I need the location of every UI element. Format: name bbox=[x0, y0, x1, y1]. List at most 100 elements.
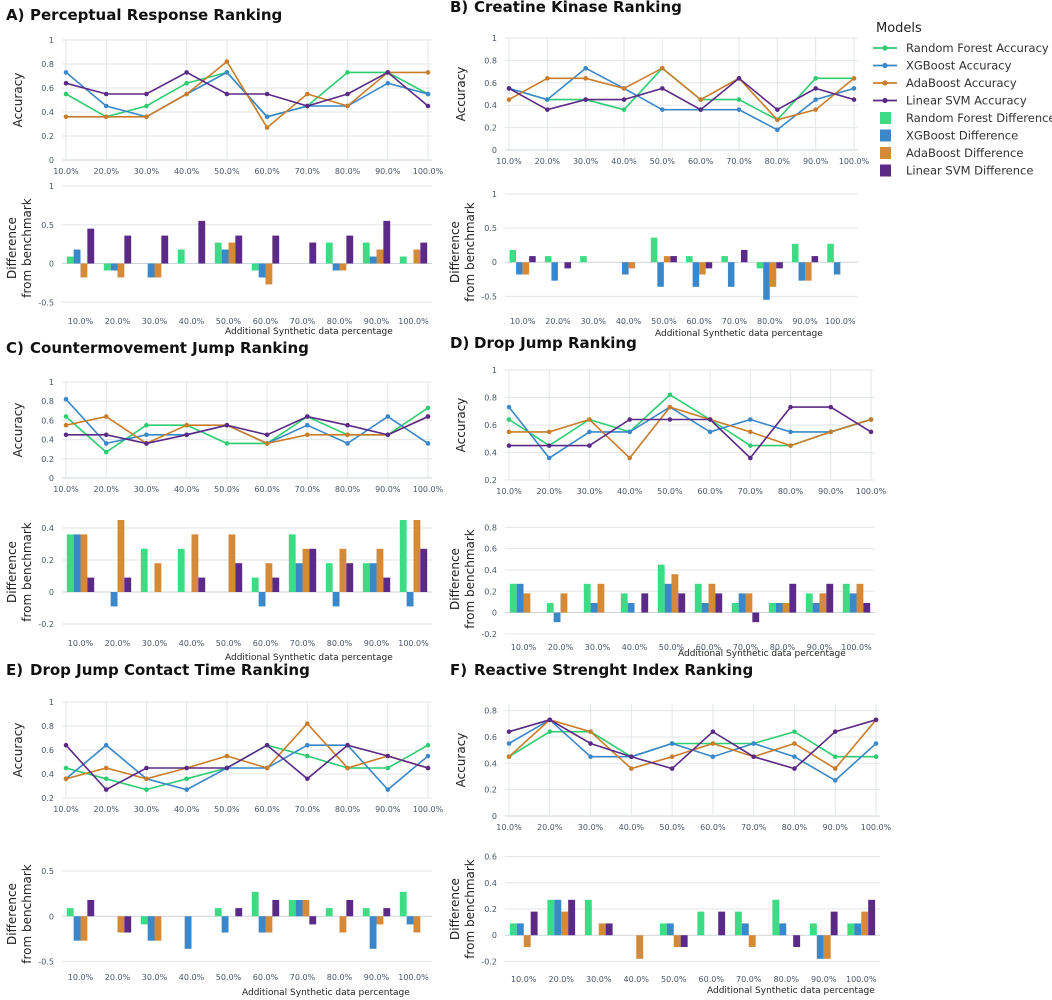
data-point bbox=[547, 729, 553, 734]
bar bbox=[80, 916, 88, 941]
bar bbox=[309, 916, 317, 925]
bar bbox=[110, 592, 118, 607]
x-tick-label: 70.0% bbox=[295, 167, 321, 176]
data-point bbox=[224, 422, 230, 428]
x-tick-label: 40.0% bbox=[622, 643, 648, 652]
data-point bbox=[345, 103, 350, 109]
data-point bbox=[425, 91, 431, 97]
y-tick-label: 0.6 bbox=[484, 733, 497, 742]
y-tick-label: 0.2 bbox=[484, 476, 497, 485]
data-point bbox=[63, 422, 69, 428]
y-tick-label: 0 bbox=[492, 609, 497, 618]
data-point bbox=[264, 742, 270, 748]
x-tick-label: 40.0% bbox=[617, 487, 643, 496]
bar bbox=[184, 916, 192, 949]
data-point bbox=[545, 76, 550, 81]
x-tick-label: 80.0% bbox=[765, 157, 791, 166]
legend-marker bbox=[882, 80, 888, 86]
x-tick-label: 100.0% bbox=[839, 157, 870, 166]
data-point bbox=[144, 787, 149, 792]
bar bbox=[251, 263, 259, 271]
x-tick-label: 90.0% bbox=[807, 643, 833, 652]
x-tick-label: 80.0% bbox=[770, 643, 796, 652]
bar bbox=[413, 520, 421, 592]
x-tick-label: 50.0% bbox=[651, 317, 677, 326]
x-tick-label: 70.0% bbox=[290, 317, 316, 326]
x-tick-label: 100.0% bbox=[398, 317, 429, 326]
bar bbox=[295, 899, 303, 917]
x-tick-label: 50.0% bbox=[659, 823, 685, 832]
legend-item: AdaBoost Accuracy bbox=[873, 76, 1017, 90]
series-line bbox=[65, 744, 429, 791]
data-point bbox=[425, 103, 431, 109]
panel-e-diff: -0.5 0 0.5 10.0% 20.0% 30.0% 40.0% 50.0% 60.0% 70… bbox=[5, 864, 432, 998]
legend-item: XGBoost Difference bbox=[880, 129, 1018, 143]
bar bbox=[154, 563, 162, 592]
x-tick-label: 40.0% bbox=[174, 167, 200, 176]
data-point bbox=[775, 127, 780, 133]
bar bbox=[346, 899, 354, 917]
bar bbox=[124, 235, 132, 264]
data-point bbox=[736, 107, 742, 112]
panel-d-diff: -0.2 0 0.2 0.4 0.6 0.8 10.0% 20.0% 30.0% 40.0% 50.… bbox=[448, 523, 875, 659]
x-tick-label: 40.0% bbox=[179, 639, 205, 648]
x-tick-label: 40.0% bbox=[616, 317, 642, 326]
x-tick-label: 20.0% bbox=[548, 643, 574, 652]
x-tick-label: 40.0% bbox=[179, 317, 205, 326]
bar bbox=[641, 593, 649, 613]
data-point bbox=[385, 432, 391, 438]
data-point bbox=[698, 97, 703, 102]
x-tick-label: 30.0% bbox=[134, 167, 160, 176]
x-tick-label: 50.0% bbox=[216, 317, 242, 326]
bar bbox=[546, 602, 554, 613]
x-tick-label: 90.0% bbox=[811, 975, 837, 984]
bar bbox=[659, 923, 667, 936]
y-tick-label: 0.4 bbox=[41, 108, 54, 117]
bar bbox=[805, 593, 813, 613]
data-point bbox=[63, 765, 69, 771]
bar bbox=[369, 563, 377, 592]
data-point bbox=[832, 778, 838, 783]
bar bbox=[295, 563, 303, 592]
bar bbox=[805, 262, 812, 281]
bar bbox=[258, 592, 266, 607]
bar bbox=[598, 923, 606, 936]
bar bbox=[830, 911, 838, 936]
x-tick-label: 100.0% bbox=[413, 167, 444, 176]
y-tick-label: -0.5 bbox=[481, 292, 497, 301]
legend: Models Random Forest Accuracy XGBoost Accu… bbox=[873, 21, 1052, 178]
x-tick-label: 80.0% bbox=[327, 639, 353, 648]
x-axis-label: Additional Synthetic data percentage bbox=[678, 649, 846, 659]
y-tick-label: 0 bbox=[492, 812, 497, 821]
y-tick-label: 0.5 bbox=[484, 224, 497, 233]
bar bbox=[66, 256, 74, 264]
data-point bbox=[748, 417, 753, 422]
x-tick-label: 80.0% bbox=[782, 823, 808, 832]
data-point bbox=[345, 91, 350, 97]
data-point bbox=[184, 422, 189, 428]
bar bbox=[258, 916, 266, 933]
data-point bbox=[184, 70, 189, 75]
data-point bbox=[425, 441, 431, 446]
bar bbox=[376, 548, 384, 592]
x-tick-label: 20.0% bbox=[535, 157, 561, 166]
y-tick-label: -0.2 bbox=[481, 630, 497, 639]
data-point bbox=[506, 443, 512, 448]
bar bbox=[522, 262, 530, 275]
data-point bbox=[545, 107, 550, 112]
x-tick-label: 20.0% bbox=[105, 639, 131, 648]
y-axis-label: Differencefrom benchmark bbox=[5, 522, 34, 622]
data-point bbox=[707, 429, 713, 435]
bar bbox=[816, 935, 824, 959]
y-tick-label: 1 bbox=[49, 36, 54, 45]
y-tick-label: 0.2 bbox=[41, 794, 54, 803]
bar bbox=[775, 602, 783, 613]
legend-item: Random Forest Difference bbox=[880, 111, 1052, 125]
x-tick-label: 10.0% bbox=[496, 823, 522, 832]
data-point bbox=[621, 97, 627, 102]
panel-d: 0.2 0.4 0.6 0.8 1 10.0% 20.0% 30.0% 40.0% 50.0% 60… bbox=[450, 334, 887, 496]
bar bbox=[561, 911, 569, 936]
data-point bbox=[425, 765, 431, 771]
y-axis-label: Accuracy bbox=[454, 398, 468, 453]
data-point bbox=[103, 114, 109, 120]
